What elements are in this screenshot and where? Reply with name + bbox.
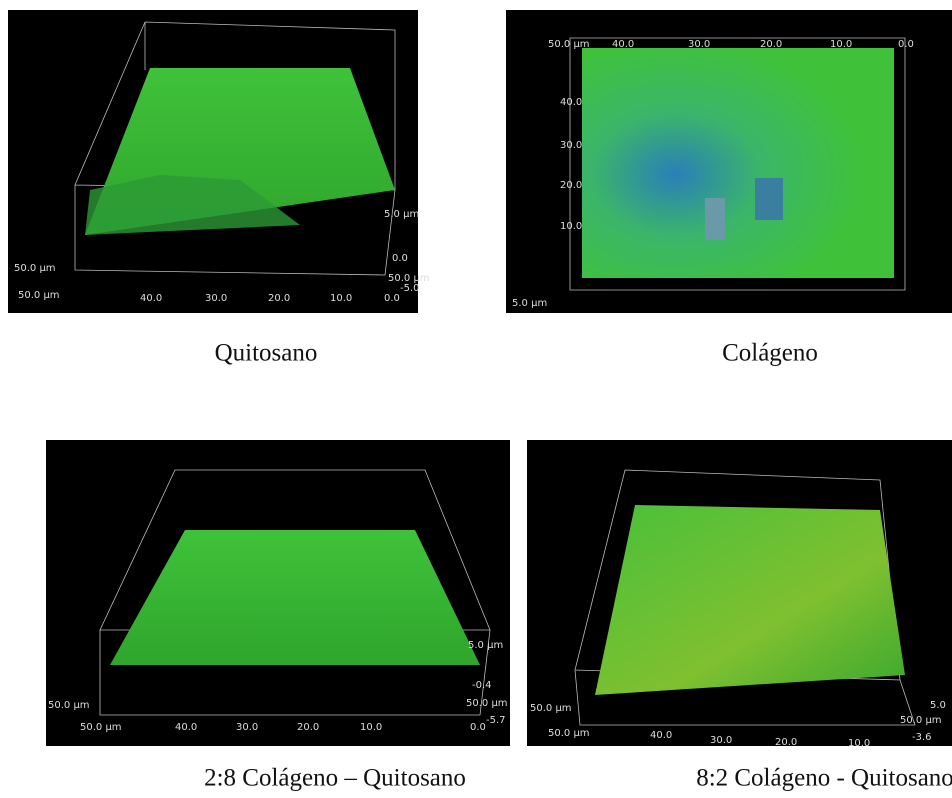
surface [595,505,905,695]
axis-label: 50.0 µm [388,273,430,284]
axis-label: 50.0 µm [14,263,56,274]
axis-label: 30.0 [688,39,710,50]
axis-label: 10.0 [848,738,870,749]
axis-label: 30.0 [205,293,227,304]
axis-label: 50.0 µm [18,290,60,301]
axis-label: 40.0 [560,97,582,108]
axis-label: 0.0 [898,39,914,50]
axis-label: 10.0 [360,722,382,733]
axis-label: -3.6 [912,732,932,743]
axis-label: 5.0 µm [468,640,503,651]
axis-label: 50.0 µm [530,703,572,714]
axis-label: 30.0 [710,735,732,746]
axis-label: 40.0 [140,293,162,304]
feature [755,178,783,220]
axis-label: -0.4 [472,680,492,691]
panel-2 [506,10,952,313]
caption: Quitosano [215,340,318,367]
axis-label: -5.7 [486,715,506,726]
figure: Quitosano50.0 µm40.030.020.010.00.0-5.05… [0,0,952,798]
axis-label: 20.0 [560,180,582,191]
axis-label: 40.0 [612,39,634,50]
axis-label: 5.0 [930,700,946,711]
page: {"panels": [ {"caption": "Quitosano", "l… [0,0,952,798]
axis-label: 5.0 µm [512,298,547,309]
axis-label: 20.0 [760,39,782,50]
axis-label: 20.0 [775,737,797,748]
axis-label: 40.0 [650,730,672,741]
caption: 8:2 Colágeno - Quitosano [696,765,952,792]
axis-label: 30.0 [236,722,258,733]
surface [582,48,894,278]
axis-label: 0.0 [392,253,408,264]
axis-label: 50.0 µm [900,715,942,726]
axis-label: 0.0 [384,293,400,304]
axis-label: 50.0 µm [548,728,590,739]
axis-label: 40.0 [175,722,197,733]
axis-label: 30.0 [560,140,582,151]
feature [705,198,725,240]
axis-label: 50.0 µm [466,698,508,709]
axis-label: 10.0 [560,221,582,232]
axis-label: 20.0 [268,293,290,304]
axis-label: 10.0 [830,39,852,50]
axis-label: 50.0 µm [80,722,122,733]
axis-label: 20.0 [297,722,319,733]
axis-label: 5.0 µm [384,209,419,220]
axis-label: 50.0 µm [48,700,90,711]
panel-1 [8,10,418,313]
axis-label: 50.0 µm [548,39,590,50]
panel-4 [527,440,952,746]
axis-label: 10.0 [330,293,352,304]
axis-label: -5.0 [400,283,420,294]
axis-label: 0.0 [470,722,486,733]
panel-3 [46,440,510,746]
caption: Colágeno [722,340,818,367]
caption: 2:8 Colágeno – Quitosano [204,765,466,792]
